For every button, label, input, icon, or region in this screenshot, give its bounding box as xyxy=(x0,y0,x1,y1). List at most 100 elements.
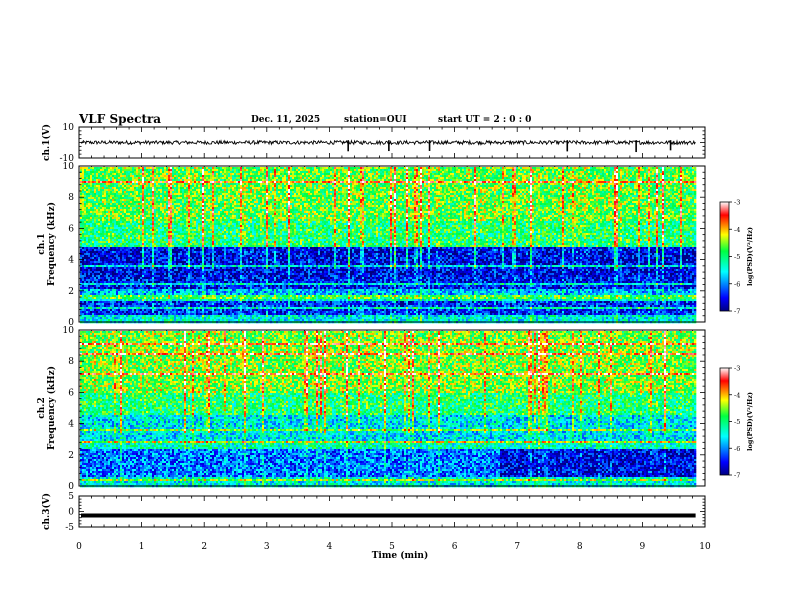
spectrogram-cell xyxy=(354,179,356,181)
spectrogram-cell xyxy=(516,177,518,179)
spectrogram-cell xyxy=(306,181,308,183)
spectrogram-cell xyxy=(216,175,218,177)
spectrogram-cell xyxy=(420,183,422,185)
spectrogram-cell xyxy=(110,185,112,187)
spectrogram-cell xyxy=(570,177,572,179)
spectrogram-cell xyxy=(246,175,248,177)
spectrogram-cell xyxy=(600,169,602,171)
spectrogram-cell xyxy=(358,183,360,185)
spectrogram-cell xyxy=(112,187,114,189)
spectrogram-cell xyxy=(192,185,194,187)
spectrogram-cell xyxy=(184,175,186,177)
spectrogram-cell xyxy=(188,169,190,171)
spectrogram-cell xyxy=(602,171,604,173)
spectrogram-cell xyxy=(136,177,138,179)
spectrogram-cell xyxy=(320,179,322,181)
spectrogram-cell xyxy=(418,177,420,179)
spectrogram-cell xyxy=(140,173,142,175)
spectrogram-cell xyxy=(380,179,382,181)
spectrogram-cell xyxy=(148,171,150,173)
spectrogram-cell xyxy=(452,169,454,171)
spectrogram-cell xyxy=(606,185,608,187)
spectrogram-cell xyxy=(176,179,178,181)
spectrogram-cell xyxy=(486,177,488,179)
spectrogram-cell xyxy=(162,171,164,173)
spectrogram-cell xyxy=(186,167,188,169)
spectrogram-cell xyxy=(414,179,416,181)
spectrogram-cell xyxy=(418,167,420,169)
spectrogram-cell xyxy=(668,167,670,169)
spectrogram-cell xyxy=(432,181,434,183)
spectrogram-cell xyxy=(168,171,170,173)
spectrogram-cell xyxy=(226,171,228,173)
spectrogram-cell xyxy=(674,177,676,179)
spectrogram-cell xyxy=(100,187,102,189)
spectrogram-cell xyxy=(342,181,344,183)
spectrogram-cell xyxy=(358,173,360,175)
spectrogram-cell xyxy=(114,185,116,187)
spectrogram-cell xyxy=(476,185,478,187)
spectrogram-cell xyxy=(246,169,248,171)
spectrogram-cell xyxy=(306,167,308,169)
spectrogram-cell xyxy=(588,185,590,187)
spectrogram-cell xyxy=(152,177,154,179)
spectrogram-cell xyxy=(570,169,572,171)
spectrogram-cell xyxy=(622,179,624,181)
spectrogram-cell xyxy=(346,179,348,181)
spectrogram-cell xyxy=(498,185,500,187)
spectrogram-cell xyxy=(186,177,188,179)
spectrogram-cell xyxy=(104,183,106,185)
spectrogram-cell xyxy=(194,185,196,187)
spectrogram-cell xyxy=(640,183,642,185)
spectrogram-cell xyxy=(592,179,594,181)
spectrogram-cell xyxy=(106,183,108,185)
spectrogram-cell xyxy=(654,171,656,173)
spectrogram-cell xyxy=(264,175,266,177)
spectrogram-cell xyxy=(282,183,284,185)
spectrogram-cell xyxy=(534,169,536,171)
spectrogram-cell xyxy=(300,183,302,185)
spectrogram-cell xyxy=(672,181,674,183)
spectrogram-cell xyxy=(238,185,240,187)
spectrogram-cell xyxy=(536,177,538,179)
spectrogram-cell xyxy=(630,169,632,171)
spectrogram-cell xyxy=(660,177,662,179)
spectrogram-cell xyxy=(690,177,692,179)
spectrogram-cell xyxy=(138,169,140,171)
spectrogram-cell xyxy=(688,177,690,179)
spectrogram-cell xyxy=(204,179,206,181)
spectrogram-cell xyxy=(662,185,664,187)
spectrogram-cell xyxy=(122,185,124,187)
spectrogram-cell xyxy=(260,177,262,179)
spectrogram-cell xyxy=(106,187,108,189)
spectrogram-cell xyxy=(204,171,206,173)
spectrogram-cell xyxy=(666,171,668,173)
spectrogram-cell xyxy=(146,185,148,187)
spectrogram-cell xyxy=(160,177,162,179)
spectrogram-cell xyxy=(232,181,234,183)
spectrogram-cell xyxy=(502,173,504,175)
spectrogram-cell xyxy=(554,183,556,185)
spectrogram-cell xyxy=(630,177,632,179)
spectrogram-cell xyxy=(126,185,128,187)
spectrogram-cell xyxy=(438,175,440,177)
spectrogram-cell xyxy=(658,183,660,185)
spectrogram-cell xyxy=(200,169,202,171)
spectrogram-cell xyxy=(578,177,580,179)
spectrogram-cell xyxy=(478,167,480,169)
spectrogram-cell xyxy=(318,171,320,173)
spectrogram-cell xyxy=(314,179,316,181)
spectrogram-cell xyxy=(200,179,202,181)
spectrogram-cell xyxy=(574,185,576,187)
spectrogram-cell xyxy=(92,167,94,169)
spectrogram-cell xyxy=(426,181,428,183)
spectrogram-cell xyxy=(644,183,646,185)
spectrogram-cell xyxy=(436,183,438,185)
spectrogram-cell xyxy=(384,181,386,183)
spectrogram-cell xyxy=(232,179,234,181)
spectrogram-cell xyxy=(568,171,570,173)
spectrogram-cell xyxy=(228,177,230,179)
spectrogram-cell xyxy=(222,181,224,183)
spectrogram-cell xyxy=(218,171,220,173)
spectrogram-cell xyxy=(304,185,306,187)
